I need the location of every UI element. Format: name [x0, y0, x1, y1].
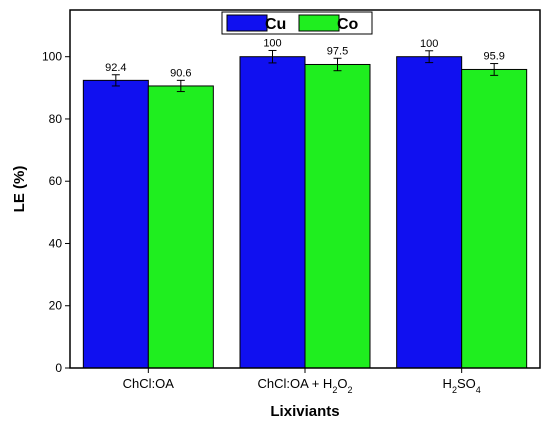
x-tick-label-2: ChCl:OA + H2O2: [258, 376, 353, 395]
bar-co-3: [461, 68, 528, 369]
data-label-co-2: 97.5: [327, 45, 348, 57]
error-bar-co-2: [333, 57, 342, 72]
bars-layer: [82, 56, 528, 369]
legend-swatch-cu: [226, 14, 268, 32]
bar-cu-3: [396, 56, 463, 369]
data-label-cu-3: 100: [420, 38, 438, 50]
y-axis-title: LE (%): [11, 166, 28, 213]
bar-cu-1: [82, 79, 149, 369]
bar-cu-2: [239, 56, 306, 369]
x-tick-label-3: H2SO4: [443, 376, 481, 395]
y-tick-label-60: 60: [49, 174, 63, 188]
x-tick-label-1: ChCl:OA: [123, 376, 175, 391]
x-axis: ChCl:OA ChCl:OA + H2O2 H2SO4: [123, 368, 481, 395]
y-tick-label-40: 40: [49, 236, 63, 250]
legend-swatch-co: [298, 14, 340, 32]
data-labels-layer: 92.4 90.6 100 97.5 100 95.9: [105, 37, 505, 79]
legend: Cu Co: [221, 11, 373, 35]
data-label-cu-2: 100: [263, 37, 281, 49]
data-label-co-3: 95.9: [483, 51, 504, 63]
bar-co-1: [147, 85, 214, 369]
bar-co-2: [304, 63, 371, 369]
legend-label-co: Co: [337, 16, 359, 33]
x-axis-title: Lixiviants: [270, 403, 339, 420]
y-tick-label-100: 100: [42, 50, 62, 64]
y-tick-label-20: 20: [49, 299, 63, 313]
y-axis: 0 20 40 60 80 100: [42, 50, 70, 375]
error-bar-co-3: [490, 63, 499, 76]
error-bar-cu-1: [111, 74, 120, 87]
data-label-cu-1: 92.4: [105, 62, 126, 74]
error-bar-cu-3: [425, 50, 434, 64]
y-tick-label-0: 0: [55, 361, 62, 375]
y-tick-label-80: 80: [49, 112, 63, 126]
error-bar-cu-2: [268, 49, 277, 64]
error-bars-layer: [111, 49, 499, 93]
error-bar-co-1: [176, 79, 185, 93]
legend-label-cu: Cu: [265, 16, 286, 33]
data-label-co-1: 90.6: [170, 67, 191, 79]
